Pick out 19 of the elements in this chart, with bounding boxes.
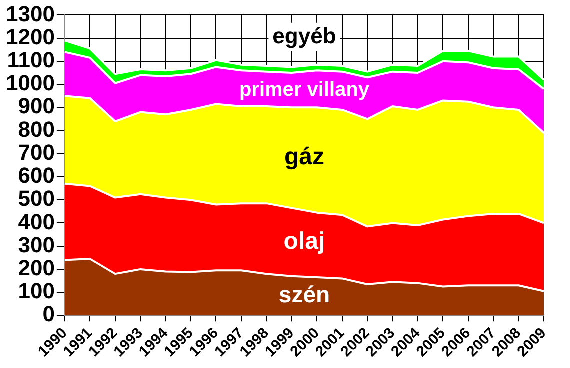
series-label: egyéb [272,23,336,48]
series-label: primer villany [239,78,370,101]
y-tick-label: 600 [18,163,55,188]
y-tick-label: 1300 [6,1,55,26]
y-tick-label: 500 [18,186,55,212]
y-tick-label: 100 [18,278,55,304]
y-tick-label: 1200 [6,24,55,50]
series-label: gáz [284,144,324,171]
y-tick-label: 400 [18,209,55,234]
y-tick-label: 300 [18,232,55,258]
y-tick-label: 1000 [6,70,55,96]
y-tick-label: 900 [18,94,55,119]
series-label: szén [278,281,330,308]
y-tick-label: 700 [18,140,55,165]
y-tick-label: 0 [42,302,55,327]
y-tick-label: 1100 [7,47,55,72]
y-tick-label: 200 [18,256,55,281]
series-label: olaj [284,228,326,255]
y-tick-label: 800 [18,116,55,142]
